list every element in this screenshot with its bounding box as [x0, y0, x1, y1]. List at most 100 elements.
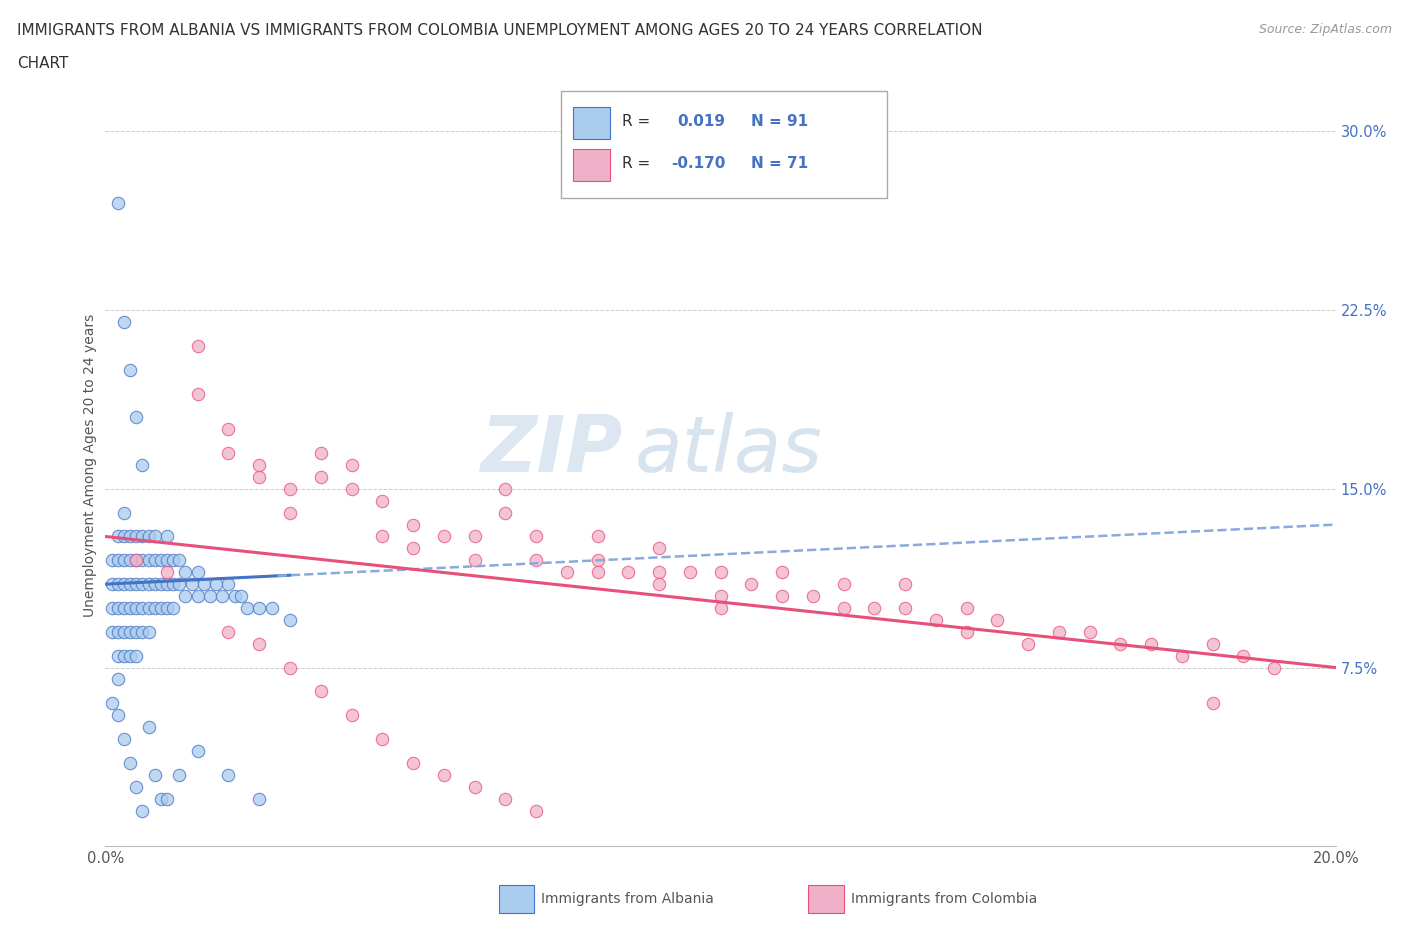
Point: [162, 577, 184, 591]
Point: [710, 601, 733, 616]
Point: [138, 720, 160, 735]
Point: [107, 529, 129, 544]
Point: [112, 732, 135, 747]
Point: [107, 553, 129, 568]
Point: [1232, 648, 1254, 663]
Point: [832, 577, 855, 591]
Point: [586, 529, 609, 544]
Point: [894, 577, 917, 591]
Point: [112, 601, 135, 616]
Point: [278, 613, 301, 628]
Point: [131, 529, 153, 544]
Point: [770, 565, 793, 579]
Point: [107, 577, 129, 591]
Point: [494, 505, 516, 520]
Point: [524, 804, 547, 818]
Point: [187, 386, 209, 401]
Point: [340, 708, 363, 723]
Point: [107, 195, 129, 210]
Point: [149, 577, 172, 591]
Point: [247, 458, 270, 472]
Point: [218, 577, 240, 591]
Point: [120, 529, 141, 544]
Point: [236, 601, 259, 616]
Point: [1201, 636, 1223, 651]
Point: [125, 601, 148, 616]
Point: [125, 648, 148, 663]
Point: [120, 577, 141, 591]
Text: Source: ZipAtlas.com: Source: ZipAtlas.com: [1258, 23, 1392, 36]
Point: [107, 648, 129, 663]
Point: [1017, 636, 1039, 651]
Point: [138, 577, 160, 591]
Text: Immigrants from Colombia: Immigrants from Colombia: [851, 892, 1036, 907]
Point: [174, 589, 197, 604]
Point: [125, 779, 148, 794]
Point: [112, 529, 135, 544]
Point: [224, 589, 246, 604]
Point: [1109, 636, 1132, 651]
Point: [125, 553, 148, 568]
Point: [125, 624, 148, 639]
Point: [138, 529, 160, 544]
Point: [149, 791, 172, 806]
Point: [169, 577, 191, 591]
Point: [100, 577, 122, 591]
Point: [218, 767, 240, 782]
Point: [648, 565, 671, 579]
Point: [149, 601, 172, 616]
Point: [120, 648, 141, 663]
Point: [956, 624, 979, 639]
Point: [679, 565, 702, 579]
Point: [494, 791, 516, 806]
Point: [112, 553, 135, 568]
Point: [494, 482, 516, 497]
Point: [198, 589, 221, 604]
Point: [112, 314, 135, 329]
Point: [156, 577, 179, 591]
Point: [524, 553, 547, 568]
Point: [187, 589, 209, 604]
Point: [371, 493, 394, 508]
Point: [138, 601, 160, 616]
Text: Immigrants from Albania: Immigrants from Albania: [541, 892, 714, 907]
Point: [125, 577, 148, 591]
Point: [149, 553, 172, 568]
Point: [205, 577, 228, 591]
Point: [894, 601, 917, 616]
Point: [100, 624, 122, 639]
Point: [156, 565, 179, 579]
Point: [131, 458, 153, 472]
Point: [648, 541, 671, 556]
Point: [156, 553, 179, 568]
Point: [433, 767, 456, 782]
Point: [131, 577, 153, 591]
Point: [464, 529, 486, 544]
Text: CHART: CHART: [17, 56, 69, 71]
Point: [1201, 696, 1223, 711]
Point: [143, 767, 166, 782]
FancyBboxPatch shape: [574, 149, 610, 180]
Point: [260, 601, 283, 616]
Text: 0.019: 0.019: [678, 113, 725, 128]
Point: [112, 648, 135, 663]
Point: [187, 339, 209, 353]
Point: [131, 624, 153, 639]
Point: [125, 529, 148, 544]
Point: [1140, 636, 1163, 651]
Point: [100, 553, 122, 568]
Point: [131, 804, 153, 818]
Text: R =: R =: [621, 113, 651, 128]
Text: -0.170: -0.170: [672, 156, 725, 171]
Point: [309, 470, 332, 485]
Point: [138, 624, 160, 639]
Point: [278, 482, 301, 497]
Point: [120, 363, 141, 378]
Point: [247, 791, 270, 806]
Point: [402, 541, 425, 556]
Point: [710, 565, 733, 579]
Point: [464, 553, 486, 568]
Point: [740, 577, 762, 591]
Point: [156, 791, 179, 806]
Point: [187, 744, 209, 759]
